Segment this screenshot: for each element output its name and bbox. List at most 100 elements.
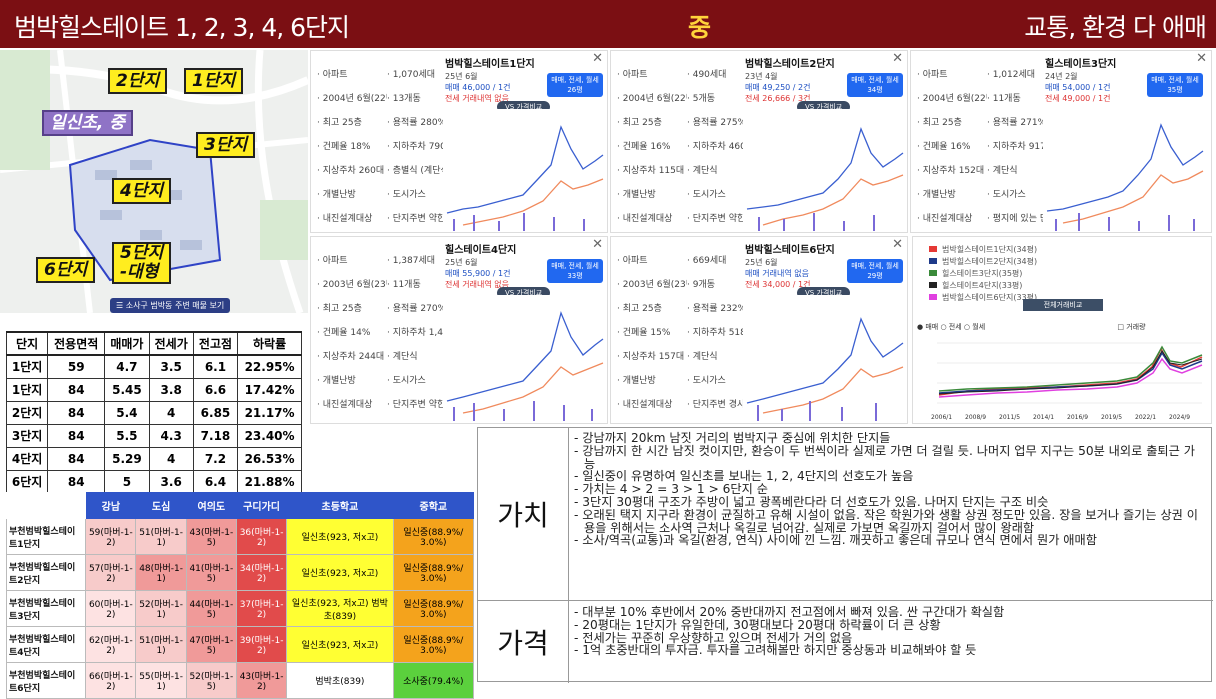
price-trend-chart bbox=[1043, 109, 1205, 231]
compare-item[interactable]: 범박힐스테이트2단지(34평) bbox=[929, 255, 1211, 267]
complex-title: 힐스테이트3단지 bbox=[1045, 59, 1117, 70]
list-item: - 강남까지 한 시간 남짓 컷이지만, 환승이 두 번씩이라 실제로 가면 더… bbox=[574, 443, 1195, 471]
stats-cell: 6.4 bbox=[192, 469, 239, 494]
fact-row: · 최고 25층 · 용적률 271% bbox=[917, 109, 1062, 133]
stats-cell: 4 bbox=[148, 400, 194, 425]
complex-6-card: · 아파트 · 669세대 · 2003년 6월(23년차)· 9개동 · 최고 … bbox=[610, 236, 908, 424]
close-icon[interactable]: ✕ bbox=[1196, 51, 1207, 66]
compare-item[interactable]: 범박힐스테이트1단지(34평) bbox=[929, 243, 1211, 255]
fact-row: · 지상주차 244대 · 계단식 bbox=[317, 343, 462, 367]
deal-type-tab[interactable]: 매매, 전세, 월세 35평 bbox=[1147, 73, 1203, 97]
fact-text: · 13개동 bbox=[387, 93, 421, 104]
area-map[interactable]: 2단지 1단지 일신초, 중 3단지 4단지 5단지 -대형 6단지 ☰ 소사구 … bbox=[0, 50, 308, 313]
table-row: 1단지 59 4.7 3.5 6.1 22.95% bbox=[5, 354, 302, 379]
stats-cell: 1단지 bbox=[5, 377, 49, 402]
complex-facts: · 아파트 · 1,070세대 · 2004년 6월(22년차)· 13개동 · … bbox=[317, 61, 462, 229]
deal-type-tab[interactable]: 매매, 전세, 월세 33평 bbox=[547, 259, 603, 283]
stats-cell: 84 bbox=[47, 400, 106, 425]
close-icon[interactable]: ✕ bbox=[592, 51, 603, 66]
fact-text: · 지상주차 115대 bbox=[617, 165, 685, 176]
stats-cell: 4.3 bbox=[148, 423, 194, 448]
fact-text: · 내진설계대상 bbox=[317, 213, 373, 224]
stats-header-cell: 전용면적 bbox=[47, 331, 106, 356]
dist-cell: 일신초(923, 저x고) bbox=[286, 518, 394, 555]
table-row: 부천범박힐스테이트3단지 60(마버-1-2) 52(마버-1-1) 44(마버-1-… bbox=[5, 590, 475, 627]
dist-cell: 소사중(79.4%) bbox=[392, 662, 475, 699]
fact-text: · 5개동 bbox=[687, 93, 716, 104]
series-swatch bbox=[929, 294, 937, 300]
jeonse-price: 전세 거래내역 없음 bbox=[445, 280, 509, 289]
jeonse-price: 전세 34,000 / 1건 bbox=[745, 280, 811, 289]
fact-text: · 지하주차 518대 bbox=[687, 327, 755, 338]
compare-item[interactable]: 힐스테이트4단지(33평) bbox=[929, 279, 1211, 291]
dist-cell: 일신중(88.9%/ 3.0%) bbox=[392, 626, 475, 663]
deal-type-tab[interactable]: 매매, 전세, 월세 26평 bbox=[547, 73, 603, 97]
dist-cell: 37(마버-1-2) bbox=[235, 590, 288, 627]
fact-text: · 지하주차 917대 bbox=[987, 141, 1055, 152]
fact-row: · 지상주차 152대 · 계단식 bbox=[917, 157, 1062, 181]
fact-text: · 내진설계대상 bbox=[917, 213, 973, 224]
dist-cell: 57(마버-1-2) bbox=[85, 554, 137, 591]
map-label-complex-6: 6단지 bbox=[36, 257, 96, 283]
fact-row: · 아파트 · 1,387세대 bbox=[317, 247, 462, 271]
dist-header-cell[interactable]: 초등학교 bbox=[286, 492, 394, 519]
close-icon[interactable]: ✕ bbox=[592, 237, 603, 252]
deal-type-tab[interactable]: 매매, 전세, 월세 29평 bbox=[847, 259, 903, 283]
fact-text: · 최고 25층 bbox=[917, 117, 962, 128]
fact-text: · 개별난방 bbox=[617, 189, 656, 200]
stats-cell: 6.85 bbox=[192, 400, 239, 425]
column-divider bbox=[568, 428, 569, 683]
compare-item[interactable]: 범박힐스테이트6단지(33평) bbox=[929, 291, 1211, 303]
stats-cell: 59 bbox=[47, 354, 106, 379]
deal-type-tab[interactable]: 매매, 전세, 월세 34평 bbox=[847, 73, 903, 97]
stats-header-cell: 전세가 bbox=[148, 331, 194, 356]
fact-text: · 도시가스 bbox=[987, 189, 1026, 200]
close-icon[interactable]: ✕ bbox=[892, 237, 903, 252]
compare-item[interactable]: 힐스테이트3단지(35평) bbox=[929, 267, 1211, 279]
stats-cell: 3.8 bbox=[148, 377, 194, 402]
dist-header-cell[interactable]: 여의도 bbox=[185, 492, 237, 519]
dist-cell: 범박초(839) bbox=[286, 662, 394, 699]
map-label-complex-4: 4단지 bbox=[112, 178, 172, 204]
dist-header-cell[interactable]: 강남 bbox=[85, 492, 137, 519]
fact-row: · 아파트 · 669세대 bbox=[617, 247, 762, 271]
fact-row: · 내진설계대상 · 평지에 있는 단지 bbox=[917, 205, 1062, 229]
close-icon[interactable]: ✕ bbox=[892, 51, 903, 66]
fact-row: · 지상주차 157대 · 계단식 bbox=[617, 343, 762, 367]
compare-all-button[interactable]: 전체거래비교 bbox=[1023, 299, 1103, 311]
dist-header-cell[interactable]: 구디가디 bbox=[235, 492, 288, 519]
dist-cell: 66(마버-1-2) bbox=[85, 662, 137, 699]
svg-text:2011/5: 2011/5 bbox=[999, 414, 1020, 421]
fact-text: · 단지주변 약한 경사 bbox=[387, 213, 457, 224]
fact-text: · 건폐율 16% bbox=[617, 141, 671, 152]
svg-text:2006/1: 2006/1 bbox=[931, 414, 952, 421]
price-stats-table: 단지 전용면적 매매가 전세가 전고점 하락률 1단지 59 4.7 3.5 6.1 22.95% … bbox=[5, 331, 302, 494]
sale-price: 매매 46,000 / 1건 bbox=[445, 83, 511, 92]
table-row: 4단지 84 5.29 4 7.2 26.53% bbox=[5, 446, 302, 471]
svg-text:2022/1: 2022/1 bbox=[1135, 414, 1156, 421]
stats-cell: 3.6 bbox=[148, 469, 194, 494]
jeonse-price: 전세 26,666 / 3건 bbox=[745, 94, 811, 103]
complex-title: 범박힐스테이트6단지 bbox=[745, 245, 835, 256]
fact-text: · 도시가스 bbox=[687, 189, 726, 200]
stats-cell: 22.95% bbox=[237, 354, 302, 379]
fact-text: · 용적률 271% bbox=[987, 117, 1047, 128]
fact-text: · 669세대 bbox=[687, 255, 727, 266]
fact-text: · 도시가스 bbox=[387, 189, 426, 200]
dist-cell: 52(마버-1-1) bbox=[135, 590, 187, 627]
fact-text: · 건폐율 18% bbox=[317, 141, 371, 152]
header-bar: 범박힐스테이트 1, 2, 3, 4, 6단지 중 교통, 환경 다 애매 bbox=[0, 0, 1216, 48]
stats-cell: 21.88% bbox=[237, 469, 302, 494]
dist-cell: 부천범박힐스테이트3단지 bbox=[5, 590, 87, 627]
dist-cell: 부천범박힐스테이트1단지 bbox=[5, 518, 87, 555]
fact-text: · 계단식 bbox=[987, 165, 1018, 176]
stats-cell: 4 bbox=[148, 446, 194, 471]
fact-text: · 단지주변 약한 경사 bbox=[387, 399, 457, 410]
dist-header-cell[interactable]: 중학교 bbox=[392, 492, 475, 519]
fact-row: · 아파트 · 490세대 bbox=[617, 61, 762, 85]
stats-cell: 6단지 bbox=[5, 469, 49, 494]
dist-header-cell[interactable]: 도심 bbox=[135, 492, 187, 519]
nearby-listings-button[interactable]: ☰ 소사구 범박동 주변 매물 보기 bbox=[110, 298, 231, 313]
price-compare-panel: 범박힐스테이트1단지(34평) 범박힐스테이트2단지(34평) 힐스테이트3단지… bbox=[912, 236, 1212, 424]
stats-cell: 4.7 bbox=[104, 354, 150, 379]
